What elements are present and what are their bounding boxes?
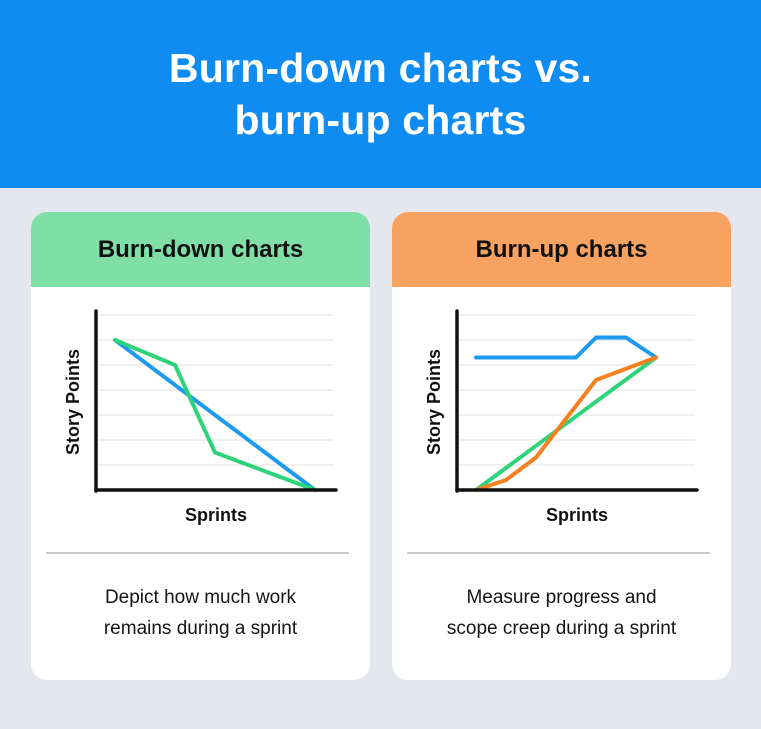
burndown-description-line-1: Depict how much work [104, 587, 297, 608]
burndown-description-line-2: remains during a sprint [103, 618, 298, 639]
burndown-divider [46, 552, 349, 554]
burnup-description: Measure progress and scope creep during … [392, 582, 731, 644]
burndown-description: Depict how much work remains during a sp… [31, 582, 370, 644]
series-line-2 [474, 355, 658, 492]
header-banner: Burn-down charts vs. burn-up charts [0, 0, 761, 188]
y-axis-label: Story Points [424, 349, 444, 455]
series-line-2 [113, 338, 317, 492]
series-line-3 [474, 355, 658, 492]
burndown-chart: Sprints Story Points [63, 309, 338, 525]
y-axis-label: Story Points [63, 349, 83, 455]
burnup-card: Burn-up charts Sprints Story Points Measu… [392, 212, 731, 680]
burnup-card-title: Burn-up charts [392, 212, 731, 287]
page-title-line-2: burn-up charts [234, 97, 527, 143]
series-line-1 [474, 335, 658, 360]
page-title-line-1: Burn-down charts vs. [168, 45, 593, 91]
series-line-1 [113, 338, 317, 492]
burnup-description-line-1: Measure progress and [466, 587, 657, 608]
burndown-card-title: Burn-down charts [31, 212, 370, 287]
burnup-chart: Sprints Story Points [424, 309, 699, 525]
x-axis-label: Sprints [185, 505, 247, 525]
x-axis-label: Sprints [546, 505, 608, 525]
burnup-divider [407, 552, 710, 554]
burndown-card: Burn-down charts Sprints Story Points Dep… [31, 212, 370, 680]
burnup-description-line-2: scope creep during a sprint [446, 618, 677, 639]
